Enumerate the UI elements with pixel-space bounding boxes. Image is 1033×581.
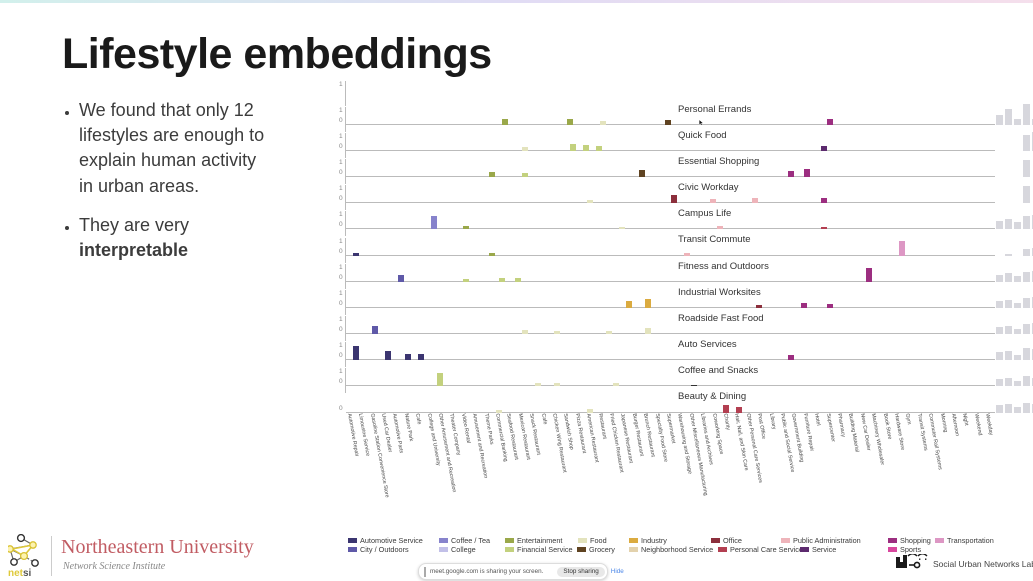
svg-text:netsi: netsi [8, 568, 32, 579]
